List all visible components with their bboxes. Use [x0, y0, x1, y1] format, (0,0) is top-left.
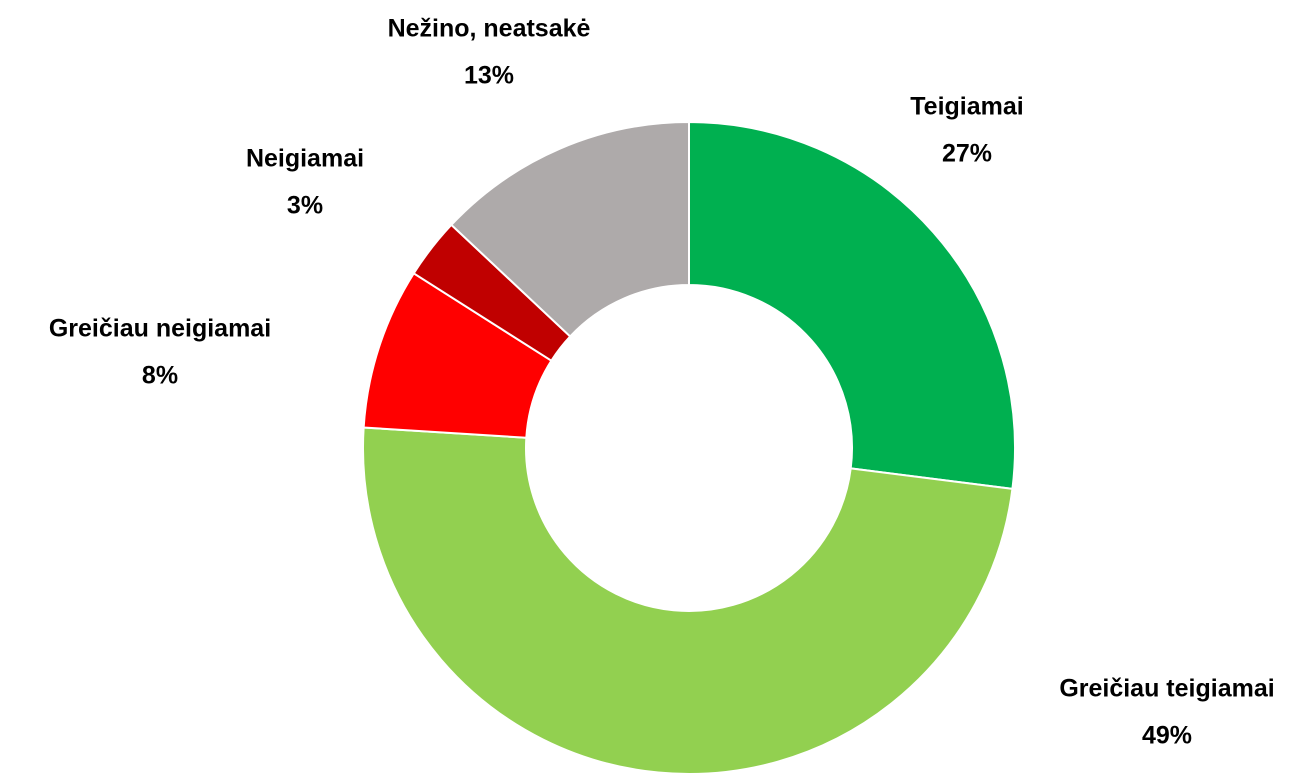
- donut-slice: [449, 120, 690, 338]
- slice-value-label: 8%: [142, 362, 178, 390]
- slice-value-label: 3%: [287, 192, 323, 220]
- slice-label: Teigiamai: [910, 93, 1023, 121]
- slice-value-label: 13%: [464, 62, 514, 90]
- slice-label: Greičiau neigiamai: [49, 315, 271, 343]
- slice-label: Nežino, neatsakė: [388, 15, 591, 43]
- slice-value-label: 49%: [1142, 722, 1192, 750]
- donut-slice: [688, 120, 1016, 490]
- slice-value-label: 27%: [942, 140, 992, 168]
- slice-label: Greičiau teigiamai: [1059, 675, 1274, 703]
- slice-label: Neigiamai: [246, 145, 364, 173]
- donut-slice: [362, 426, 1014, 775]
